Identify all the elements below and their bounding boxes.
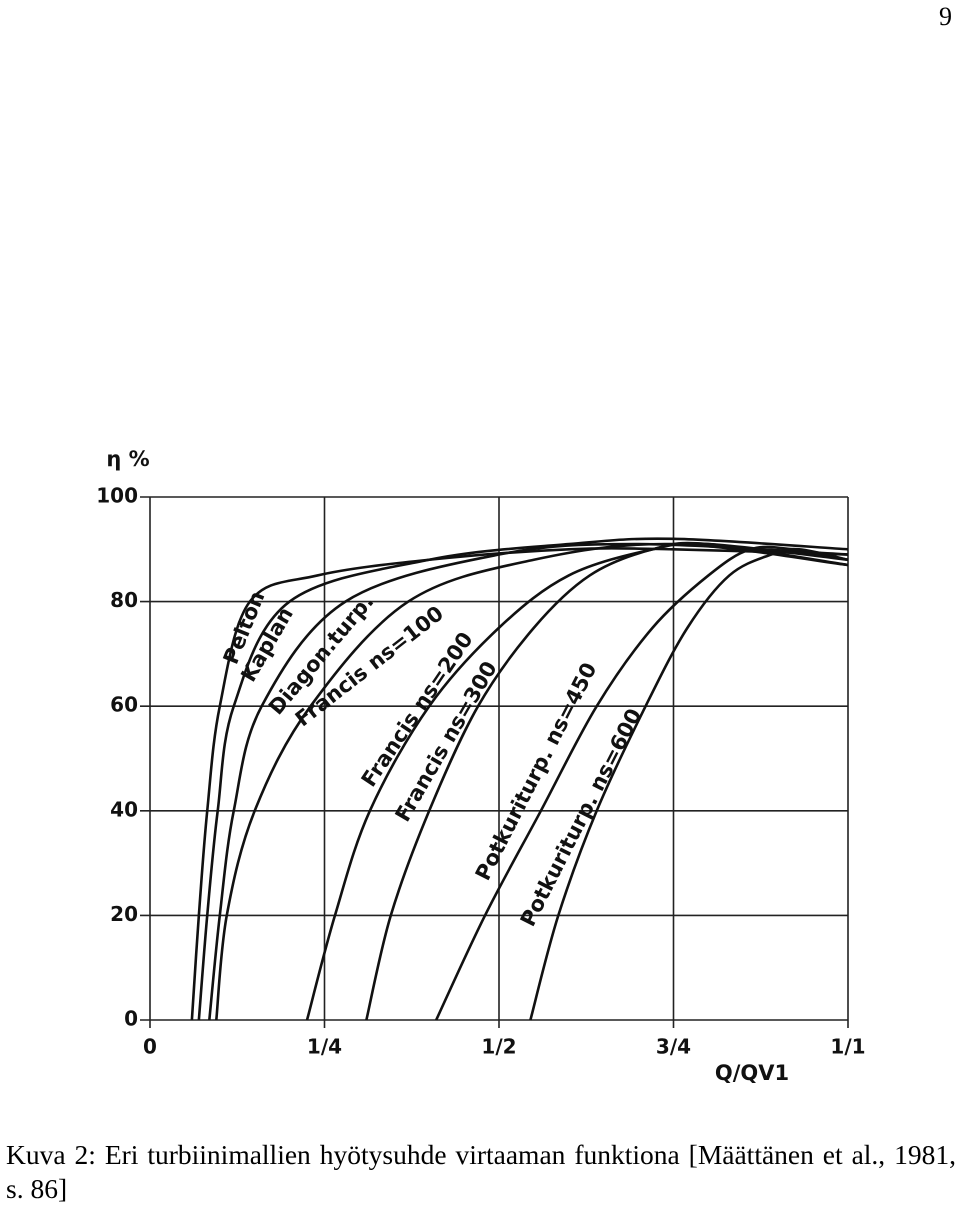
series-line (529, 547, 849, 1021)
x-tick-label: 3/4 (656, 1035, 691, 1059)
y-tick-label: 20 (110, 902, 138, 926)
y-axis-label: η % (106, 447, 149, 471)
y-tick-label: 0 (124, 1007, 138, 1031)
series-line (365, 541, 849, 1021)
y-tick-label: 40 (110, 797, 138, 821)
y-tick-label: 60 (110, 693, 138, 717)
page-number: 9 (939, 2, 952, 31)
x-axis-label: Q/QV1 (715, 1061, 789, 1085)
x-tick-label: 1/1 (830, 1035, 865, 1059)
x-tick-label: 1/2 (481, 1035, 516, 1059)
y-tick-label: 80 (110, 588, 138, 612)
x-tick-label: 1/4 (307, 1035, 342, 1059)
series-label: Potkuriturp. ns=600 (516, 705, 647, 931)
series-line (190, 546, 849, 1021)
series-line (305, 542, 849, 1021)
series-line (435, 545, 849, 1021)
y-tick-label: 100 (96, 484, 138, 508)
series-line (197, 537, 849, 1021)
caption: Kuva 2: Eri turbiinimallien hyötysuhde v… (6, 1139, 956, 1204)
x-tick-label: 0 (143, 1035, 157, 1059)
